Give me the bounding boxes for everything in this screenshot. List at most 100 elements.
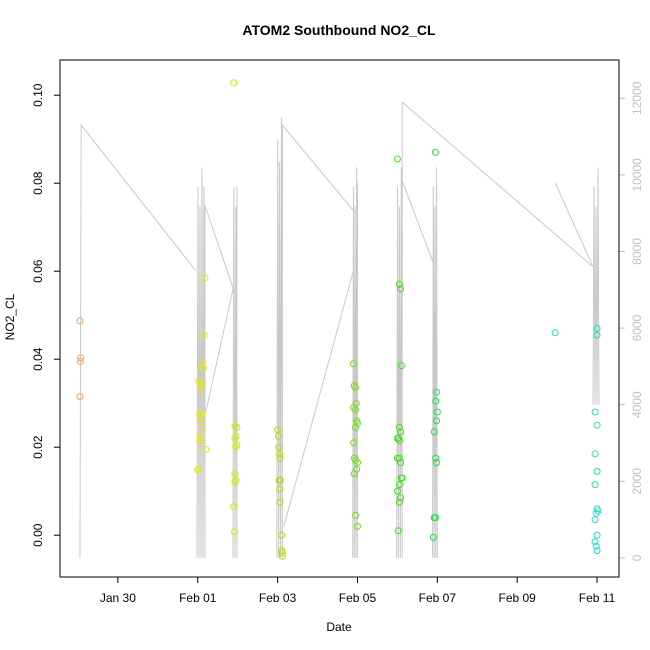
y2-tick-label: 4000 <box>630 391 644 418</box>
gray-line-segment <box>352 167 358 558</box>
data-point <box>199 423 207 431</box>
x-tick-label: Jan 30 <box>100 591 136 605</box>
gray-line-segment <box>276 117 356 558</box>
data-point <box>195 465 203 473</box>
data-point <box>393 487 401 495</box>
data-point <box>231 422 239 430</box>
data-point <box>349 439 357 447</box>
data-point <box>591 408 599 416</box>
x-tick-label: Feb 07 <box>419 591 457 605</box>
data-point <box>593 467 601 475</box>
data-point <box>433 408 441 416</box>
data-point <box>353 522 361 530</box>
data-point <box>433 388 441 396</box>
y2-tick-label: 2000 <box>630 468 644 495</box>
data-point <box>593 421 601 429</box>
gray-line-segment <box>196 167 235 558</box>
data-point <box>432 397 440 405</box>
data-point <box>432 454 440 462</box>
data-point <box>196 386 204 394</box>
data-point <box>431 148 439 156</box>
data-point <box>353 419 361 427</box>
gray-line-segment <box>205 285 235 413</box>
data-point <box>76 317 84 325</box>
data-point <box>232 443 240 451</box>
data-point <box>593 547 601 555</box>
y2-tick-label: 0 <box>630 554 644 561</box>
gray-line-segment <box>554 182 594 268</box>
data-point <box>395 454 403 462</box>
y-tick-label: 0.02 <box>31 435 45 459</box>
data-point <box>274 426 282 434</box>
data-point <box>77 354 85 362</box>
data-point <box>397 285 405 293</box>
y-tick-label: 0.10 <box>31 83 45 107</box>
data-point <box>230 503 238 511</box>
data-point <box>433 459 441 467</box>
data-point <box>395 280 403 288</box>
gray-line-segment <box>79 123 197 558</box>
data-point <box>591 516 599 524</box>
data-point <box>594 507 602 515</box>
data-point <box>276 476 284 484</box>
chart-title: ATOM2 Southbound NO2_CL <box>242 22 436 38</box>
data-point <box>76 357 84 365</box>
data-point <box>199 364 207 372</box>
data-point <box>429 533 437 541</box>
y-tick-label: 0.04 <box>31 347 45 371</box>
data-point <box>397 494 405 502</box>
data-point <box>232 476 240 484</box>
data-point <box>197 415 205 423</box>
gray-line-segment <box>232 186 238 558</box>
y-tick-label: 0.06 <box>31 259 45 283</box>
data-point <box>433 417 441 425</box>
data-point <box>231 470 239 478</box>
data-point <box>195 377 203 385</box>
data-point <box>233 423 241 431</box>
data-point <box>278 552 286 560</box>
data-point <box>230 528 238 536</box>
data-point <box>276 498 284 506</box>
axes: Jan 30 Feb 01 Feb 03 Feb 05 Feb 07 Feb 09 Feb … <box>31 81 644 605</box>
data-point <box>551 329 559 337</box>
gray-line-segment <box>432 167 438 558</box>
y2-tick-label: 6000 <box>630 314 644 341</box>
data-point <box>351 384 359 392</box>
data-point <box>278 531 286 539</box>
data-point <box>353 459 361 467</box>
data-point <box>200 331 208 339</box>
data-point <box>395 437 403 445</box>
x-tick-label: Feb 01 <box>179 591 217 605</box>
data-point <box>231 434 239 442</box>
data-point <box>351 511 359 519</box>
data-point <box>395 481 403 489</box>
data-point <box>395 498 403 506</box>
gray-line-series <box>79 101 600 558</box>
y-axis-label: NO2_CL <box>3 293 17 340</box>
data-point <box>351 406 359 414</box>
data-point <box>591 450 599 458</box>
x-tick-label: Feb 09 <box>499 591 537 605</box>
data-point <box>274 432 282 440</box>
data-point <box>230 79 238 87</box>
data-point <box>397 459 405 467</box>
x-tick-label: Feb 11 <box>579 591 616 605</box>
data-point <box>592 509 600 517</box>
gray-line-segment <box>396 101 594 558</box>
data-point <box>194 466 202 474</box>
gray-line-segment <box>283 270 354 528</box>
data-point <box>349 360 357 368</box>
gray-line-segment <box>400 178 434 264</box>
data-point <box>198 360 206 368</box>
data-point <box>196 432 204 440</box>
data-point <box>593 531 601 539</box>
data-point <box>393 155 401 163</box>
data-point <box>351 456 359 464</box>
data-point <box>593 324 601 332</box>
x-tick-label: Feb 05 <box>339 591 377 605</box>
data-point <box>349 404 357 412</box>
data-point <box>593 331 601 339</box>
y-tick-label: 0.08 <box>31 171 45 195</box>
data-point <box>199 379 207 387</box>
